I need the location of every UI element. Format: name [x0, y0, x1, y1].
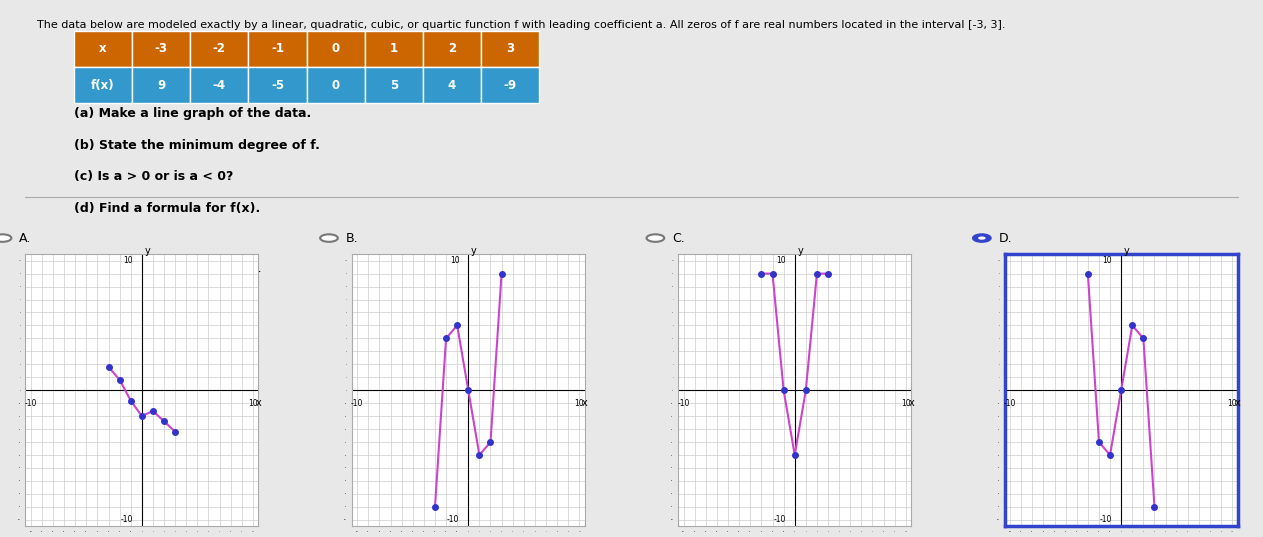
Text: -1: -1	[272, 42, 284, 55]
Text: 4: 4	[448, 78, 456, 91]
Text: x: x	[908, 398, 914, 408]
Text: -10: -10	[24, 399, 37, 408]
Text: -10: -10	[120, 516, 133, 524]
Text: 0: 0	[332, 42, 340, 55]
Text: -5: -5	[270, 78, 284, 91]
Text: x: x	[582, 398, 587, 408]
Text: 10: 10	[575, 399, 584, 408]
Text: (a) Choose the correct graph below.: (a) Choose the correct graph below.	[38, 263, 261, 275]
Text: (b) State the minimum degree of f.: (b) State the minimum degree of f.	[73, 139, 320, 151]
Text: 0: 0	[332, 78, 340, 91]
Text: 10: 10	[901, 399, 911, 408]
Text: C.: C.	[672, 231, 685, 244]
Bar	[307, 67, 365, 103]
Text: -10: -10	[351, 399, 364, 408]
Text: 9: 9	[157, 78, 165, 91]
Text: -10: -10	[677, 399, 690, 408]
Text: -9: -9	[504, 78, 517, 91]
Text: x: x	[255, 398, 261, 408]
Text: 5: 5	[390, 78, 398, 91]
Text: (a) Make a line graph of the data.: (a) Make a line graph of the data.	[73, 107, 311, 120]
Text: y: y	[797, 246, 803, 256]
Bar	[191, 31, 249, 67]
Text: -2: -2	[212, 42, 226, 55]
Bar	[365, 31, 423, 67]
Text: y: y	[1124, 246, 1129, 256]
Bar	[249, 31, 307, 67]
Text: 1: 1	[390, 42, 398, 55]
Text: 10: 10	[777, 256, 786, 265]
Text: D.: D.	[998, 231, 1012, 244]
Bar	[423, 31, 481, 67]
Text: 10: 10	[124, 256, 133, 265]
Text: B.: B.	[345, 231, 357, 244]
Text: 10: 10	[248, 399, 258, 408]
Bar	[73, 67, 131, 103]
Bar	[131, 31, 191, 67]
Bar	[73, 31, 131, 67]
Text: -4: -4	[212, 78, 226, 91]
Text: f(x): f(x)	[91, 78, 115, 91]
Text: (c) Is a > 0 or is a < 0?: (c) Is a > 0 or is a < 0?	[73, 170, 234, 183]
Text: A.: A.	[19, 231, 32, 244]
Bar	[249, 67, 307, 103]
Text: -3: -3	[154, 42, 168, 55]
Text: -10: -10	[447, 516, 460, 524]
Text: x: x	[99, 42, 106, 55]
Bar	[307, 31, 365, 67]
Text: -10: -10	[1100, 516, 1113, 524]
Text: -10: -10	[773, 516, 786, 524]
Text: 10: 10	[1103, 256, 1113, 265]
Text: The data below are modeled exactly by a linear, quadratic, cubic, or quartic fun: The data below are modeled exactly by a …	[38, 20, 1005, 30]
Bar	[191, 67, 249, 103]
Text: x: x	[1235, 398, 1240, 408]
Text: -10: -10	[1004, 399, 1017, 408]
Text: y: y	[471, 246, 476, 256]
Text: 2: 2	[448, 42, 456, 55]
Text: 10: 10	[450, 256, 460, 265]
Text: 10: 10	[1228, 399, 1236, 408]
Bar	[365, 67, 423, 103]
Bar	[481, 67, 539, 103]
Text: y: y	[144, 246, 150, 256]
Text: 3: 3	[506, 42, 514, 55]
Bar	[481, 31, 539, 67]
Text: (d) Find a formula for f(x).: (d) Find a formula for f(x).	[73, 202, 260, 215]
Bar	[131, 67, 191, 103]
Bar	[423, 67, 481, 103]
